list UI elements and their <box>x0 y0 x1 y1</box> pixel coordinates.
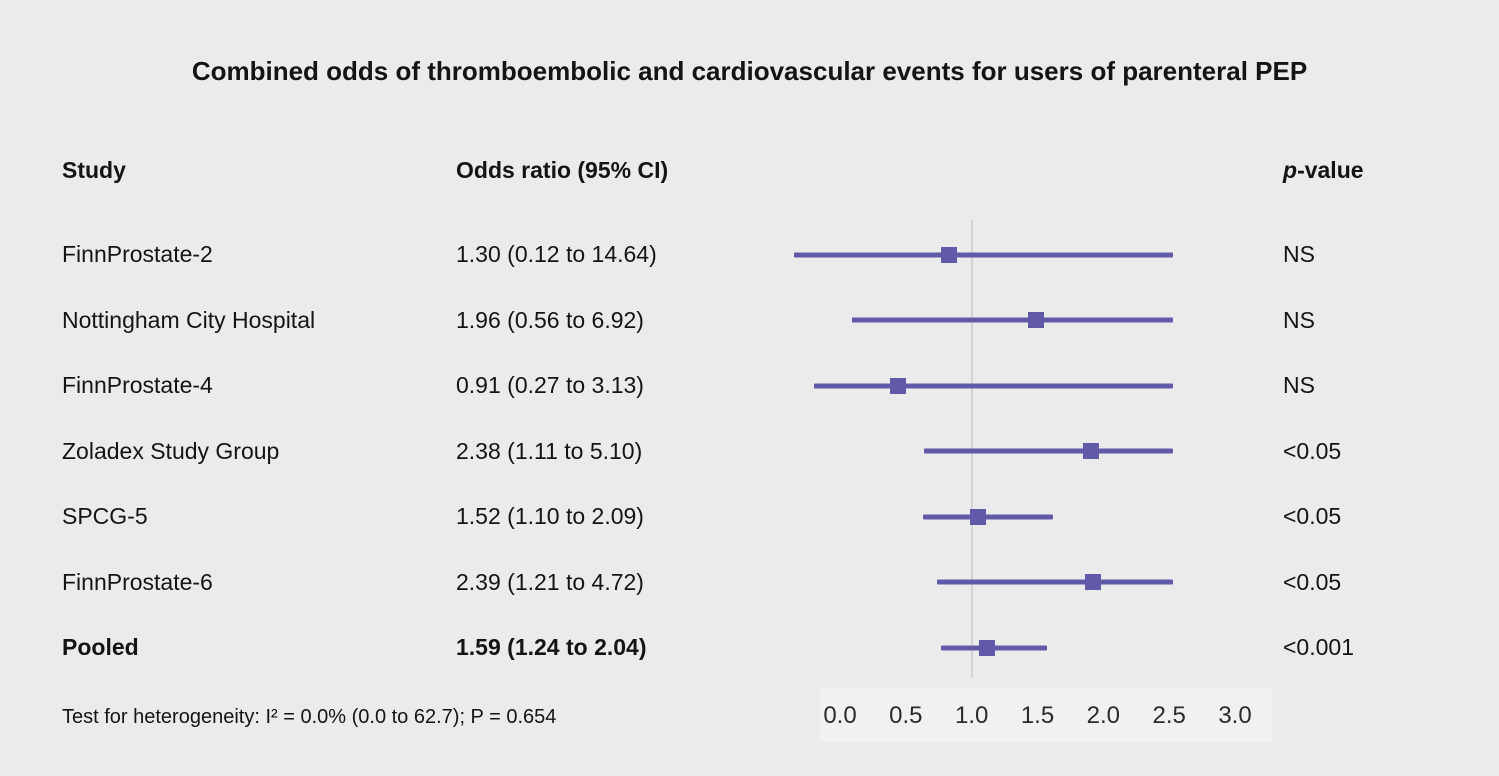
forest-row: Nottingham City Hospital 1.96 (0.56 to 6.… <box>0 288 1499 354</box>
ci-line <box>851 317 1173 323</box>
axis-tick-label: 0.0 <box>823 702 857 729</box>
ci-line <box>922 514 1054 520</box>
odds-ratio-text: 2.38 (1.11 to 5.10) <box>456 437 643 464</box>
ci-line <box>937 579 1173 585</box>
or-marker <box>1084 574 1101 591</box>
forest-row: FinnProstate-4 0.91 (0.27 to 3.13) NS <box>0 353 1499 419</box>
or-marker <box>1083 443 1100 460</box>
axis-tick-label: 2.5 <box>1152 702 1186 729</box>
or-marker <box>979 639 996 656</box>
or-marker <box>889 377 906 394</box>
header-pvalue-rest: -value <box>1297 156 1364 183</box>
ci-plot-cell <box>776 288 1208 354</box>
header-pvalue: p-value <box>1208 157 1499 184</box>
axis-tick-label: 0.5 <box>889 702 923 729</box>
forest-row: FinnProstate-6 2.39 (1.21 to 4.72) <0.05 <box>0 550 1499 616</box>
ci-plot-cell <box>776 550 1208 616</box>
odds-ratio-text: 0.91 (0.27 to 3.13) <box>456 372 644 399</box>
study-label: FinnProstate-2 <box>62 241 213 268</box>
study-label: SPCG-5 <box>62 503 148 530</box>
pvalue-text: <0.05 <box>1283 568 1342 595</box>
study-label: Zoladex Study Group <box>62 437 280 464</box>
axis-background-band <box>820 688 1272 742</box>
forest-row: Zoladex Study Group 2.38 (1.11 to 5.10) <0… <box>0 419 1499 485</box>
ci-plot-cell <box>776 484 1208 550</box>
pvalue-text: <0.001 <box>1283 634 1354 661</box>
or-marker <box>941 246 958 263</box>
forest-row: FinnProstate-2 1.30 (0.12 to 14.64) NS <box>0 222 1499 288</box>
header-study: Study <box>62 156 126 183</box>
x-axis: 0.0 0.5 1.0 1.5 2.0 2.5 3.0 <box>823 702 1270 736</box>
chart-title: Combined odds of thromboembolic and card… <box>191 56 1308 86</box>
or-marker <box>1028 312 1045 329</box>
ci-line <box>793 252 1173 258</box>
study-label: FinnProstate-6 <box>62 568 213 595</box>
forest-row: Pooled 1.59 (1.24 to 2.04) <0.001 <box>0 615 1499 681</box>
axis-tick-label: 2.0 <box>1086 702 1121 729</box>
header-pvalue-p: p <box>1283 156 1298 183</box>
ci-plot-cell <box>776 353 1208 419</box>
ci-plot-cell <box>776 615 1208 681</box>
ci-plot-cell <box>776 419 1208 485</box>
axis-tick-label: 1.5 <box>1020 702 1055 729</box>
odds-ratio-text: 1.52 (1.10 to 2.09) <box>456 503 644 530</box>
odds-ratio-text: 2.39 (1.21 to 4.72) <box>456 568 644 595</box>
forest-plot-rows: FinnProstate-2 1.30 (0.12 to 14.64) NS Nott… <box>0 222 1499 681</box>
pvalue-text: NS <box>1283 372 1315 399</box>
axis-tick-label: 3.0 <box>1218 702 1252 729</box>
pvalue-text: <0.05 <box>1283 503 1342 530</box>
ci-line <box>924 448 1173 454</box>
odds-ratio-text: 1.30 (0.12 to 14.64) <box>456 241 657 268</box>
study-label: FinnProstate-4 <box>62 372 213 399</box>
header-odds-ratio: Odds ratio (95% CI) <box>456 156 669 183</box>
axis-tick-label: 1.0 <box>954 702 989 729</box>
pvalue-text: NS <box>1283 306 1315 333</box>
header-plot-spacer <box>776 145 1208 195</box>
forest-row: SPCG-5 1.52 (1.10 to 2.09) <0.05 <box>0 484 1499 550</box>
odds-ratio-text: 1.96 (0.56 to 6.92) <box>456 306 644 333</box>
study-label: Nottingham City Hospital <box>62 306 316 333</box>
pvalue-text: NS <box>1283 241 1315 268</box>
heterogeneity-note: Test for heterogeneity: I² = 0.0% (0.0 t… <box>62 706 557 728</box>
column-headers: Study Odds ratio (95% CI) p-value <box>0 145 1499 195</box>
ci-plot-cell <box>776 222 1208 288</box>
ci-line <box>813 383 1173 389</box>
study-label: Pooled <box>62 634 139 661</box>
or-marker <box>970 508 987 525</box>
odds-ratio-text: 1.59 (1.24 to 2.04) <box>456 634 647 661</box>
pvalue-text: <0.05 <box>1283 437 1342 464</box>
